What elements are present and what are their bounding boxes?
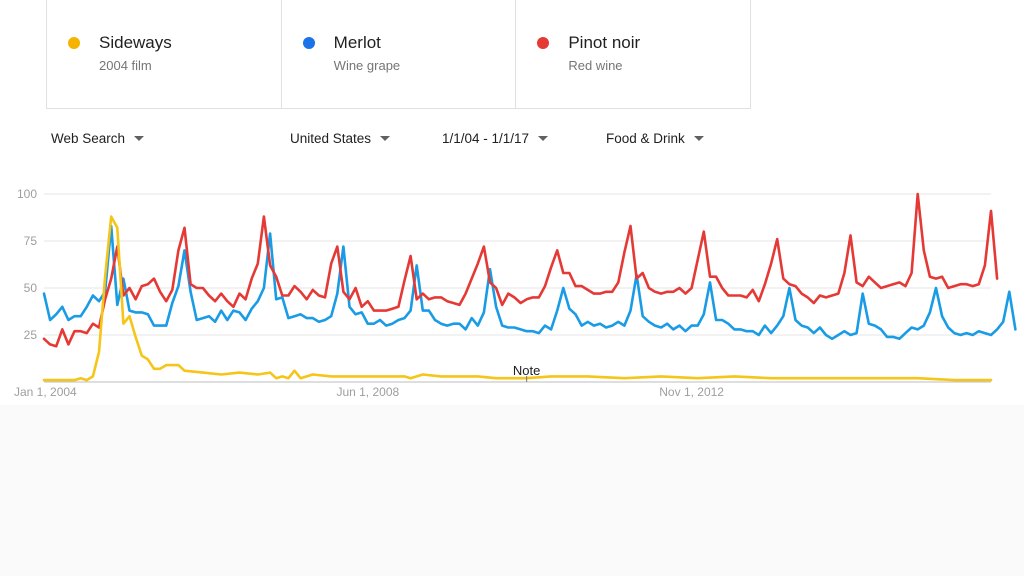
- chevron-down-icon: [693, 136, 704, 141]
- x-tick-label-1: Jun 1, 2008: [336, 385, 399, 399]
- search-type-dropdown[interactable]: Web Search: [51, 131, 145, 146]
- series-line-merlot: [42, 224, 1017, 341]
- date-range-dropdown[interactable]: 1/1/04 - 1/1/17: [442, 131, 549, 146]
- legend-dot-merlot: [302, 37, 315, 49]
- category-label: Food & Drink: [606, 131, 685, 146]
- legend-subtitle-pinot-noir: Red wine: [568, 58, 623, 73]
- y-tick-label-100: 100: [17, 187, 37, 201]
- legend-name-merlot: Merlot: [333, 33, 381, 52]
- legend-subtitle-merlot: Wine grape: [333, 58, 401, 73]
- series-line-pinot-noir: [42, 192, 999, 348]
- legend-bar: Sideways 2004 film Merlot Wine grape Pin…: [46, 0, 751, 109]
- trend-chart: 25 50 75 100 Jan 1, 2004 Jun 1, 2008 Nov 1, 20…: [14, 187, 1017, 399]
- x-tick-label-2: Nov 1, 2012: [659, 385, 724, 399]
- region-dropdown[interactable]: United States: [290, 131, 391, 146]
- legend-dot-pinot-noir: [537, 37, 550, 49]
- legend-name-pinot-noir: Pinot noir: [568, 33, 641, 52]
- x-tick-label-0: Jan 1, 2004: [14, 385, 77, 399]
- category-dropdown[interactable]: Food & Drink: [606, 131, 704, 146]
- chevron-down-icon: [380, 136, 391, 141]
- chevron-down-icon: [134, 136, 145, 141]
- annotation-label: Note: [513, 363, 540, 378]
- y-tick-label-75: 75: [24, 234, 38, 248]
- legend-subtitle-sideways: 2004 film: [99, 58, 152, 73]
- legend-dot-sideways: [68, 37, 80, 49]
- legend-item-merlot[interactable]: Merlot Wine grape: [282, 0, 517, 108]
- chevron-down-icon: [538, 136, 549, 141]
- search-type-label: Web Search: [51, 131, 126, 146]
- y-tick-label-25: 25: [24, 328, 38, 342]
- legend-item-pinot-noir[interactable]: Pinot noir Red wine: [516, 0, 750, 108]
- page-background: [0, 405, 1024, 576]
- legend-name-sideways: Sideways: [99, 33, 172, 52]
- series-line-sideways: [42, 215, 993, 382]
- region-label: United States: [290, 131, 372, 146]
- date-range-label: 1/1/04 - 1/1/17: [442, 131, 530, 146]
- legend-item-sideways[interactable]: Sideways 2004 film: [47, 0, 282, 108]
- y-tick-label-50: 50: [24, 281, 38, 295]
